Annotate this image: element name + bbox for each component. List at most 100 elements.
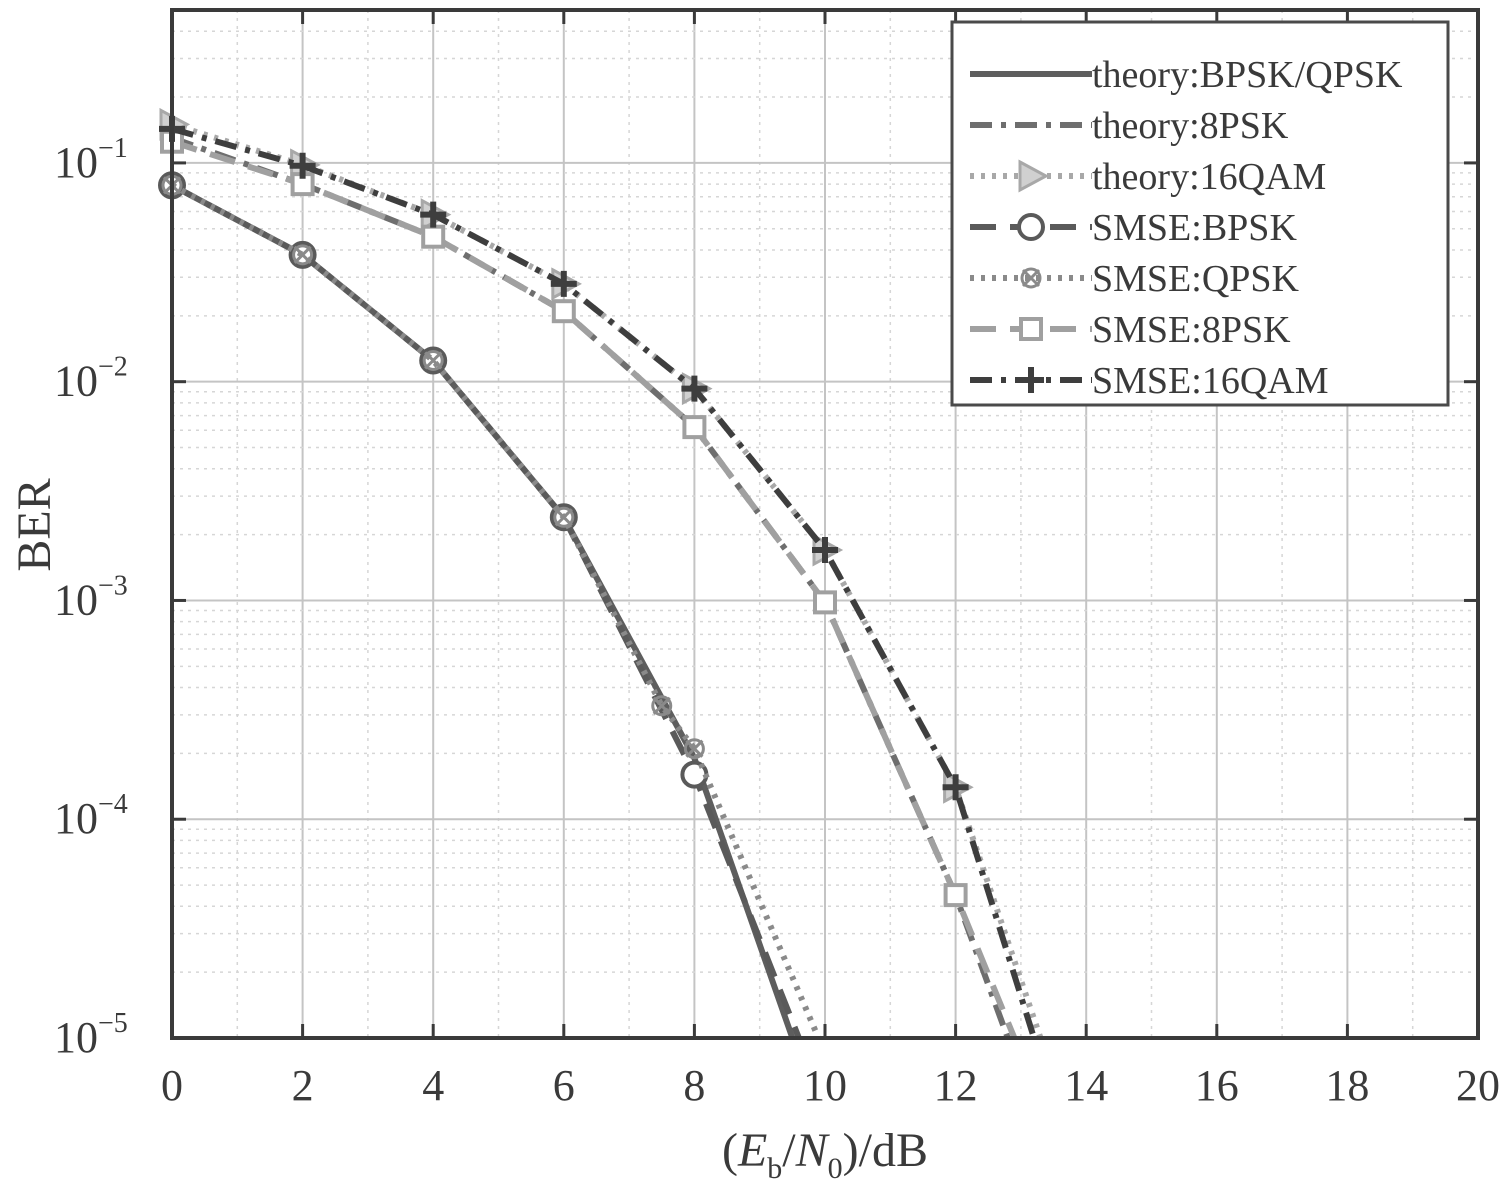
marker-xcircle-cross xyxy=(652,696,671,715)
marker-xcircle-cross xyxy=(1021,268,1041,288)
legend-entry: theory:8PSK xyxy=(970,105,1289,147)
data-point xyxy=(813,590,837,615)
x-axis-title-unit: )/dB xyxy=(843,1124,928,1177)
legend-marker xyxy=(1018,159,1050,193)
marker-plus-shape xyxy=(420,201,447,228)
legend-label: SMSE:8PSK xyxy=(1092,309,1291,351)
y-tick-label: 10−3 xyxy=(54,570,128,624)
y-tick-exponent: −5 xyxy=(98,1008,128,1039)
legend-entry: theory:16QAM xyxy=(970,156,1326,198)
data-point xyxy=(420,201,447,228)
data-point xyxy=(812,537,838,564)
legend: theory:BPSK/QPSK theory:8PSK theory:16QAM S… xyxy=(950,20,1450,407)
series-line xyxy=(171,138,1018,1040)
data-point xyxy=(553,506,575,528)
series-layer xyxy=(158,107,1044,1040)
y-tick-base: 10 xyxy=(54,138,98,187)
series-line xyxy=(171,126,1037,1039)
data-point xyxy=(651,695,673,717)
data-point xyxy=(292,244,314,266)
x-axis-title-n0: N xyxy=(795,1124,831,1177)
legend-entry: SMSE:QPSK xyxy=(970,258,1300,300)
y-tick-base: 10 xyxy=(54,357,98,406)
x-tick-label: 16 xyxy=(1195,1061,1239,1110)
data-point xyxy=(551,299,576,324)
x-tick-label: 20 xyxy=(1456,1061,1500,1110)
legend-label: theory:BPSK/QPSK xyxy=(1092,54,1403,96)
marker-plus-shape xyxy=(550,270,577,297)
legend-entry: SMSE:16QAM xyxy=(970,360,1329,402)
legend-label: theory:8PSK xyxy=(1092,105,1289,147)
data-point xyxy=(422,349,444,371)
data-point xyxy=(681,375,708,402)
x-axis-title: (Eb/N0)/dB xyxy=(722,1124,928,1185)
x-axis-title-slash: / xyxy=(782,1124,796,1177)
marker-plus-shape xyxy=(289,152,316,179)
marker-square-shape xyxy=(421,224,446,249)
data-point xyxy=(943,883,968,908)
marker-circle-shape xyxy=(1017,213,1045,241)
x-tick-label: 6 xyxy=(553,1061,575,1110)
y-tick-exponent: −2 xyxy=(98,352,128,383)
x-tick-label: 10 xyxy=(803,1061,847,1110)
marker-xcircle-ring xyxy=(422,349,444,371)
marker-square-shape xyxy=(682,415,707,440)
x-tick-label: 12 xyxy=(934,1061,978,1110)
y-tick-label: 10−1 xyxy=(54,133,128,187)
data-point xyxy=(683,738,705,760)
legend-label: SMSE:BPSK xyxy=(1092,207,1297,249)
marker-plus-shape xyxy=(812,537,838,564)
marker-plus-shape xyxy=(942,774,969,801)
data-point xyxy=(682,415,707,440)
legend-label: SMSE:QPSK xyxy=(1092,258,1300,300)
x-axis-title-eb-sub: b xyxy=(767,1152,782,1185)
x-axis-title-open: ( xyxy=(722,1124,738,1177)
x-tick-label: 8 xyxy=(683,1061,705,1110)
y-tick-exponent: −1 xyxy=(98,133,128,164)
marker-square-shape xyxy=(943,883,968,908)
marker-square-shape xyxy=(551,299,576,324)
legend-label: theory:16QAM xyxy=(1092,156,1326,198)
x-tick-label: 14 xyxy=(1064,1061,1108,1110)
x-axis-title-eb: E xyxy=(737,1124,767,1177)
data-point xyxy=(942,774,969,801)
legend-marker xyxy=(1017,213,1045,241)
marker-xcircle-cross xyxy=(424,351,443,370)
y-tick-base: 10 xyxy=(54,794,98,843)
marker-xcircle-ring xyxy=(1020,267,1042,289)
x-tick-label: 18 xyxy=(1325,1061,1369,1110)
legend-marker xyxy=(1020,267,1042,289)
y-tick-label: 10−5 xyxy=(54,1008,128,1062)
marker-xcircle-cross xyxy=(685,739,704,758)
y-tick-exponent: −4 xyxy=(98,789,128,820)
marker-xcircle-ring xyxy=(553,506,575,528)
marker-square-shape xyxy=(813,590,837,615)
y-tick-base: 10 xyxy=(54,1013,98,1062)
x-tick-label: 2 xyxy=(292,1061,314,1110)
y-tick-exponent: −3 xyxy=(98,570,128,601)
legend-entry: SMSE:BPSK xyxy=(970,207,1297,249)
marker-plus-shape xyxy=(681,375,708,402)
x-tick-label: 0 xyxy=(161,1061,183,1110)
data-point xyxy=(289,152,316,179)
x-tick-label: 4 xyxy=(422,1061,444,1110)
marker-xcircle-ring xyxy=(292,244,314,266)
x-axis-title-n0-sub: 0 xyxy=(828,1152,843,1185)
y-tick-label: 10−4 xyxy=(54,789,128,843)
marker-plus-shape xyxy=(1018,367,1044,393)
legend-marker xyxy=(1019,317,1043,341)
data-point xyxy=(550,270,577,297)
legend-label: SMSE:16QAM xyxy=(1092,360,1329,402)
y-tick-base: 10 xyxy=(54,575,98,624)
marker-triangle-shape xyxy=(1018,159,1050,193)
marker-xcircle-ring xyxy=(683,738,705,760)
y-tick-label: 10−2 xyxy=(54,352,128,406)
y-axis-title: BER xyxy=(8,478,61,571)
marker-square-shape xyxy=(1019,317,1043,341)
marker-xcircle-cross xyxy=(554,508,573,527)
series-6 xyxy=(159,115,1037,1039)
legend-entry: theory:BPSK/QPSK xyxy=(970,54,1403,96)
marker-xcircle-ring xyxy=(651,695,673,717)
